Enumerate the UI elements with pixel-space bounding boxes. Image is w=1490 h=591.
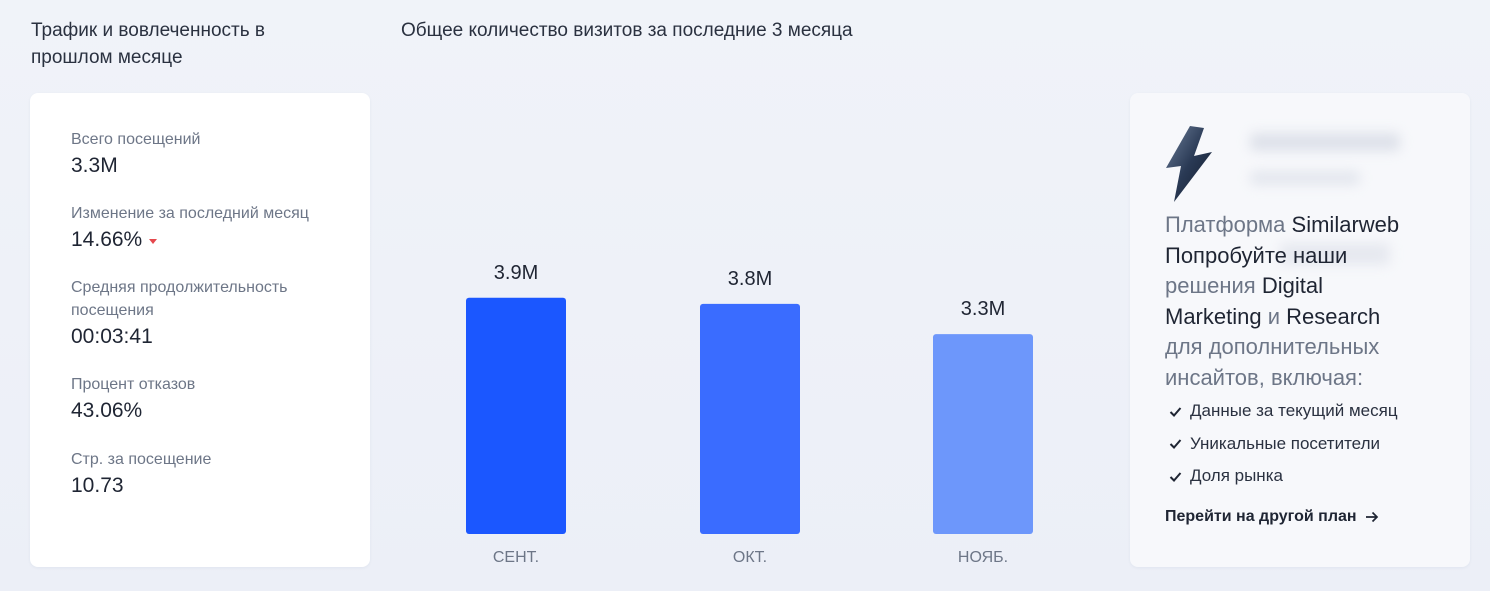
stat-pages-per-visit: Стр. за посещение 10.73 (71, 448, 361, 501)
stat-avg-duration: Средняя продолжительность посещения 00:0… (71, 276, 361, 352)
stat-bounce-rate: Процент отказов 43.06% (71, 373, 361, 426)
promo-description: Платформа Similarweb Попробуйте наши реш… (1165, 210, 1455, 393)
bar-value-label: 3.9M (494, 262, 538, 284)
stat-label: Средняя продолжительность посещения (71, 279, 288, 319)
stat-monthly-change: Изменение за последний месяц 14.66% (71, 202, 361, 255)
traffic-section-title: Трафик и вовлеченность в прошлом месяце (31, 20, 266, 68)
promo-line: Попробуйте наши (1165, 242, 1348, 268)
stat-label: Процент отказов (71, 376, 196, 393)
feature-item: Доля рынка (1168, 460, 1398, 493)
upgrade-plan-label: Перейти на другой план (1165, 508, 1357, 525)
bar-value-label: 3.8M (728, 268, 772, 290)
stat-label: Изменение за последний месяц (71, 205, 309, 222)
arrow-right-icon (1365, 511, 1378, 523)
bar-2[interactable] (700, 303, 800, 534)
stat-value: 43.06% (71, 399, 143, 422)
feature-label: Данные за текущий месяц (1190, 401, 1398, 420)
promo-marketing: Marketing (1165, 303, 1262, 329)
check-icon (1169, 439, 1182, 450)
promo-brand: Similarweb (1291, 212, 1400, 237)
promo-digital: Digital (1261, 273, 1323, 298)
stat-total-visits: Всего посещений 3.3M (71, 128, 361, 181)
promo-platform-word: Платформа (1165, 212, 1286, 237)
feature-list: Данные за текущий месяц Уникальные посет… (1168, 395, 1398, 493)
x-tick-label: ОКТ. (733, 549, 767, 566)
promo-and: и (1267, 303, 1281, 329)
stat-value: 00:03:41 (71, 325, 153, 348)
check-icon (1169, 407, 1182, 417)
chart-svg: 3.9M СЕНТ. 3.8M ОКТ. 3.3M НОЯБ. (466, 262, 1033, 566)
lightning-bolt-icon (1166, 126, 1212, 202)
promo-research: Research (1286, 303, 1381, 329)
feature-label: Уникальные посетители (1190, 433, 1380, 453)
bar-value-label: 3.3M (961, 298, 1005, 320)
promo-line: инсайтов, включая: (1165, 364, 1364, 390)
feature-label: Доля рынка (1190, 466, 1283, 485)
blurred-decoration (1280, 243, 1390, 265)
x-tick-label: СЕНТ. (493, 549, 539, 566)
feature-item: Уникальные посетители (1168, 428, 1398, 461)
blurred-decoration (1250, 171, 1360, 185)
upgrade-promo-card: Платформа Similarweb Попробуйте наши реш… (1130, 93, 1470, 567)
upgrade-plan-link[interactable]: Перейти на другой план (1165, 508, 1379, 526)
stat-label: Всего посещений (71, 131, 201, 148)
x-tick-label: НОЯБ. (958, 549, 1008, 566)
blurred-decoration (1250, 133, 1400, 151)
engagement-stats-card: Всего посещений 3.3M Изменение за послед… (30, 93, 370, 567)
check-icon (1169, 472, 1182, 482)
promo-line: решения (1165, 273, 1256, 298)
feature-item: Данные за текущий месяц (1168, 395, 1398, 428)
stat-value: 14.66% (71, 225, 361, 255)
stat-label: Стр. за посещение (71, 451, 212, 468)
bar-1[interactable] (466, 297, 566, 534)
stat-value: 3.3M (71, 154, 118, 177)
trend-down-icon (149, 238, 158, 244)
chart-title: Общее количество визитов за последние 3 … (401, 20, 853, 41)
bar-3[interactable] (933, 334, 1033, 534)
visits-bar-chart: 3.9M СЕНТ. 3.8M ОКТ. 3.3M НОЯБ. (400, 90, 1100, 580)
promo-line: для дополнительных (1165, 334, 1380, 359)
stat-value: 10.73 (71, 474, 124, 497)
